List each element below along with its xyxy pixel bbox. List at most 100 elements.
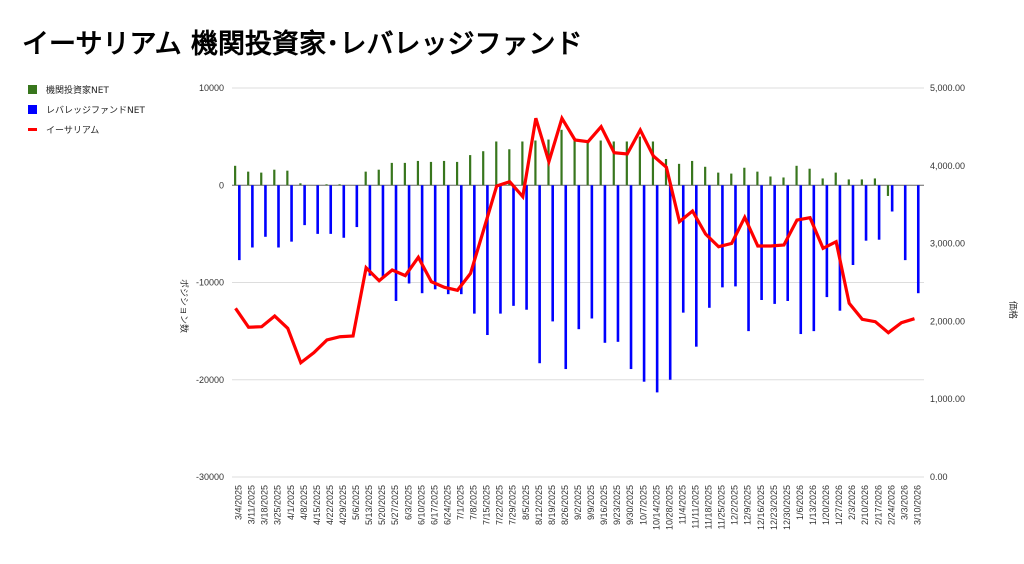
bar-leveraged <box>512 185 515 306</box>
x-tick-label: 3/10/2026 <box>912 485 922 525</box>
x-tick-label: 8/12/2025 <box>534 485 544 525</box>
x-tick-label: 7/29/2025 <box>508 485 518 525</box>
x-tick-label: 9/30/2025 <box>625 485 635 525</box>
bar-leveraged <box>303 185 306 226</box>
x-tick-label: 12/9/2025 <box>743 485 753 525</box>
bar-leveraged <box>590 185 594 319</box>
legend-swatch-red <box>28 128 37 131</box>
bar-institutional <box>730 173 733 186</box>
legend-item-leveraged: レバレッジファンドNET <box>28 103 145 116</box>
x-tick-label: 9/23/2025 <box>612 485 622 525</box>
x-tick-label: 6/24/2025 <box>442 485 452 525</box>
x-tick-label: 10/14/2025 <box>651 485 661 530</box>
bar-leveraged <box>316 185 319 234</box>
x-tick-label: 8/26/2025 <box>560 485 570 525</box>
bar-leveraged <box>381 185 385 277</box>
bar-leveraged <box>864 185 868 241</box>
x-tick-label: 3/11/2025 <box>247 485 257 524</box>
bar-leveraged <box>903 185 907 261</box>
x-tick-label: 7/8/2025 <box>469 485 479 520</box>
bar-leveraged <box>564 185 568 370</box>
x-tick-label: 6/17/2025 <box>429 485 439 525</box>
bar-leveraged <box>368 185 372 276</box>
bar-leveraged <box>616 185 620 342</box>
bar-institutional <box>717 172 720 186</box>
x-tick-label: 11/4/2025 <box>677 485 687 524</box>
bar-institutional <box>299 183 302 186</box>
bar-institutional <box>325 184 328 186</box>
x-tick-label: 2/3/2026 <box>847 485 857 520</box>
bar-leveraged <box>812 185 816 332</box>
bar-institutional <box>403 162 406 186</box>
x-tick-label: 12/16/2025 <box>756 485 766 530</box>
x-tick-label: 3/4/2025 <box>234 485 244 520</box>
x-tick-label: 9/2/2025 <box>573 485 583 520</box>
bar-leveraged <box>538 185 541 364</box>
x-tick-label: 4/15/2025 <box>312 485 322 525</box>
bar-institutional <box>482 151 485 186</box>
bar-leveraged <box>799 185 803 335</box>
bar-leveraged <box>290 185 293 242</box>
bar-leveraged <box>916 185 920 294</box>
bar-institutional <box>625 141 628 186</box>
bar-institutional <box>508 149 511 186</box>
right-tick-label: 1,000.00 <box>930 394 965 404</box>
bar-institutional <box>416 160 420 186</box>
bar-institutional <box>573 139 576 186</box>
bar-institutional <box>821 178 824 186</box>
x-tick-label: 11/25/2025 <box>717 485 727 529</box>
x-tick-label: 4/22/2025 <box>325 485 335 525</box>
right-tick-label: 5,000.00 <box>930 83 965 93</box>
bar-leveraged <box>277 185 280 248</box>
x-tick-label: 10/7/2025 <box>638 485 648 525</box>
bar-leveraged <box>603 185 607 343</box>
bar-institutional <box>455 161 459 186</box>
legend-item-institutional: 機関投資家NET <box>28 83 109 96</box>
x-tick-label: 11/11/2025 <box>691 485 701 529</box>
bar-institutional <box>756 171 759 186</box>
bar-institutional <box>442 160 446 186</box>
bar-leveraged <box>708 185 711 308</box>
x-tick-label: 6/10/2025 <box>416 485 426 525</box>
bar-institutional <box>743 167 746 186</box>
x-tick-label: 9/16/2025 <box>599 485 609 525</box>
x-tick-label: 10/28/2025 <box>664 485 674 530</box>
bar-institutional <box>247 171 250 186</box>
bar-leveraged <box>486 185 489 336</box>
right-axis-label: 価格 <box>1008 301 1019 319</box>
bar-institutional <box>677 163 681 186</box>
bar-institutional <box>390 162 393 186</box>
bar-leveraged <box>433 185 437 290</box>
bar-institutional <box>364 171 367 186</box>
left-tick-label: 10000 <box>199 83 224 93</box>
chart-title: イーサリアム 機関投資家･レバレッジファンド <box>22 29 583 60</box>
bar-institutional <box>691 160 694 186</box>
x-tick-label: 2/10/2026 <box>860 485 870 525</box>
bar-institutional <box>586 141 589 186</box>
bar-leveraged <box>721 185 724 288</box>
bar-institutional <box>234 165 237 186</box>
x-tick-label: 3/18/2025 <box>260 485 270 525</box>
bar-leveraged <box>264 185 267 237</box>
legend-swatch-green <box>28 85 37 94</box>
bar-institutional <box>886 185 890 196</box>
bar-leveraged <box>355 185 359 228</box>
bar-leveraged <box>786 185 790 301</box>
x-tick-label: 11/18/2025 <box>704 485 714 529</box>
x-tick-label: 6/3/2025 <box>403 485 413 520</box>
x-tick-label: 7/1/2025 <box>455 485 465 520</box>
left-axis-label: ポジション数 <box>179 279 190 333</box>
left-tick-label: 0 <box>219 180 224 190</box>
bar-institutional <box>769 176 772 186</box>
bar-leveraged <box>551 185 554 322</box>
bar-institutional <box>495 141 498 186</box>
bar-leveraged <box>342 185 346 238</box>
bar-institutional <box>273 169 276 186</box>
bar-leveraged <box>642 185 646 382</box>
x-tick-label: 7/22/2025 <box>495 485 505 525</box>
bar-institutional <box>469 155 472 186</box>
bar-leveraged <box>420 185 424 294</box>
bar-leveraged <box>446 185 450 295</box>
legend-label: イーサリアム <box>46 126 100 136</box>
bar-institutional <box>834 172 837 186</box>
